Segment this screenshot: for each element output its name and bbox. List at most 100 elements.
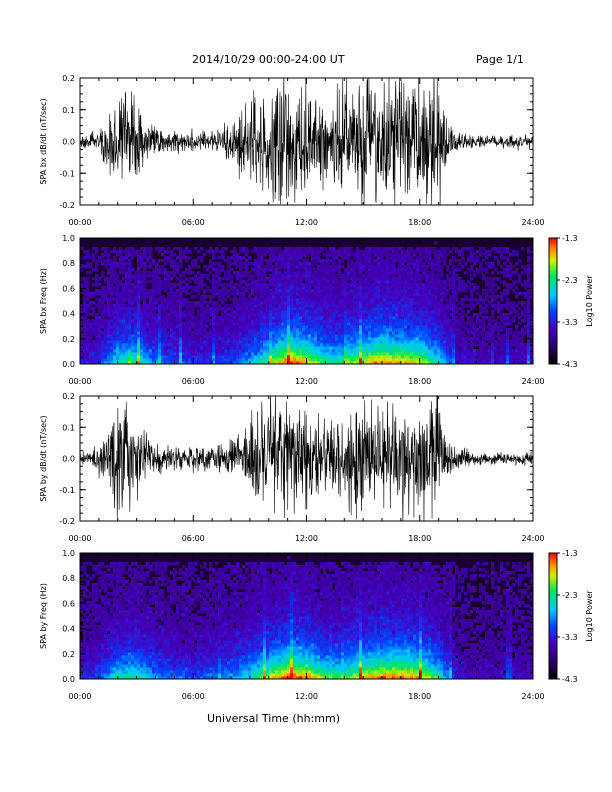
heatmap-cell (146, 343, 150, 347)
heatmap-cell (392, 265, 396, 269)
heatmap-cell (461, 256, 465, 260)
heatmap-cell (335, 295, 339, 299)
heatmap-cell (494, 247, 498, 251)
heatmap-cell (242, 280, 246, 284)
heatmap-cell (245, 259, 249, 263)
heatmap-cell (467, 259, 471, 263)
heatmap-cell (194, 304, 198, 308)
heatmap-cell (239, 274, 243, 278)
heatmap-cell (353, 304, 357, 308)
heatmap-cell (299, 250, 303, 254)
heatmap-cell (206, 337, 210, 341)
heatmap-cell (470, 331, 474, 335)
heatmap-cell (146, 274, 150, 278)
heatmap-cell (410, 322, 414, 326)
heatmap-cell (191, 349, 195, 353)
heatmap-cell (491, 313, 495, 317)
heatmap-cell (311, 352, 315, 356)
heatmap-cell (500, 256, 504, 260)
heatmap-cell (434, 241, 438, 245)
heatmap-cell (362, 355, 366, 359)
heatmap-cell (293, 352, 297, 356)
heatmap-cell (185, 271, 189, 275)
heatmap-cell (110, 355, 114, 359)
heatmap-cell (149, 316, 153, 320)
heatmap-cell (323, 301, 327, 305)
heatmap-cell (215, 316, 219, 320)
heatmap-cell (95, 331, 99, 335)
heatmap-cell (269, 262, 273, 266)
heatmap-cell (239, 304, 243, 308)
heatmap-cell (275, 265, 279, 269)
heatmap-cell (407, 289, 411, 293)
heatmap-cell (194, 274, 198, 278)
heatmap-cell (431, 262, 435, 266)
heatmap-cell (164, 301, 168, 305)
heatmap-cell (494, 256, 498, 260)
heatmap-cell (449, 355, 453, 359)
heatmap-cell (257, 283, 261, 287)
heatmap-cell (302, 331, 306, 335)
heatmap-cell (359, 322, 363, 326)
heatmap-cell (311, 319, 315, 323)
heatmap-cell (83, 343, 87, 347)
heatmap-cell (416, 325, 420, 329)
heatmap-cell (83, 265, 87, 269)
heatmap-cell (203, 307, 207, 311)
heatmap-cell (185, 292, 189, 296)
heatmap-cell (452, 331, 456, 335)
heatmap-cell (251, 340, 255, 344)
heatmap-cell (98, 346, 102, 350)
heatmap-cell (179, 337, 183, 341)
heatmap-cell (80, 352, 84, 356)
heatmap-cell (338, 277, 342, 281)
heatmap-cell (260, 289, 264, 293)
heatmap-cell (218, 268, 222, 272)
heatmap-cell (83, 310, 87, 314)
heatmap-cell (503, 355, 507, 359)
heatmap-cell (356, 334, 360, 338)
heatmap-cell (449, 334, 453, 338)
heatmap-cell (479, 352, 483, 356)
heatmap-cell (257, 358, 261, 362)
heatmap-cell (326, 325, 330, 329)
heatmap-cell (128, 319, 132, 323)
heatmap-cell (284, 316, 288, 320)
heatmap-cell (299, 256, 303, 260)
heatmap-cell (128, 292, 132, 296)
heatmap-cell (146, 292, 150, 296)
heatmap-cell (149, 295, 153, 299)
heatmap-cell (413, 301, 417, 305)
heatmap-cell (359, 316, 363, 320)
heatmap-cell (182, 310, 186, 314)
heatmap-cell (245, 340, 249, 344)
heatmap-cell (377, 295, 381, 299)
heatmap-cell (488, 340, 492, 344)
heatmap-cell (149, 253, 153, 257)
heatmap-cell (326, 352, 330, 356)
heatmap-cell (407, 358, 411, 362)
heatmap-cell (374, 352, 378, 356)
heatmap-cell (281, 253, 285, 257)
heatmap-cell (428, 280, 432, 284)
heatmap-cell (308, 268, 312, 272)
heatmap-cell (257, 343, 261, 347)
heatmap-cell (326, 292, 330, 296)
heatmap-cell (410, 358, 414, 362)
heatmap-cell (362, 280, 366, 284)
heatmap-cell (287, 319, 291, 323)
heatmap-cell (188, 292, 192, 296)
heatmap-cell (104, 250, 108, 254)
heatmap-cell (263, 334, 267, 338)
heatmap-cell (194, 343, 198, 347)
heatmap-cell (461, 280, 465, 284)
heatmap-cell (395, 301, 399, 305)
heatmap-cell (488, 286, 492, 290)
heatmap-cell (359, 334, 363, 338)
heatmap-cell (107, 331, 111, 335)
heatmap-cell (272, 361, 276, 365)
heatmap-cell (440, 247, 444, 251)
heatmap-cell (503, 352, 507, 356)
heatmap-cell (440, 310, 444, 314)
heatmap-cell (116, 280, 120, 284)
